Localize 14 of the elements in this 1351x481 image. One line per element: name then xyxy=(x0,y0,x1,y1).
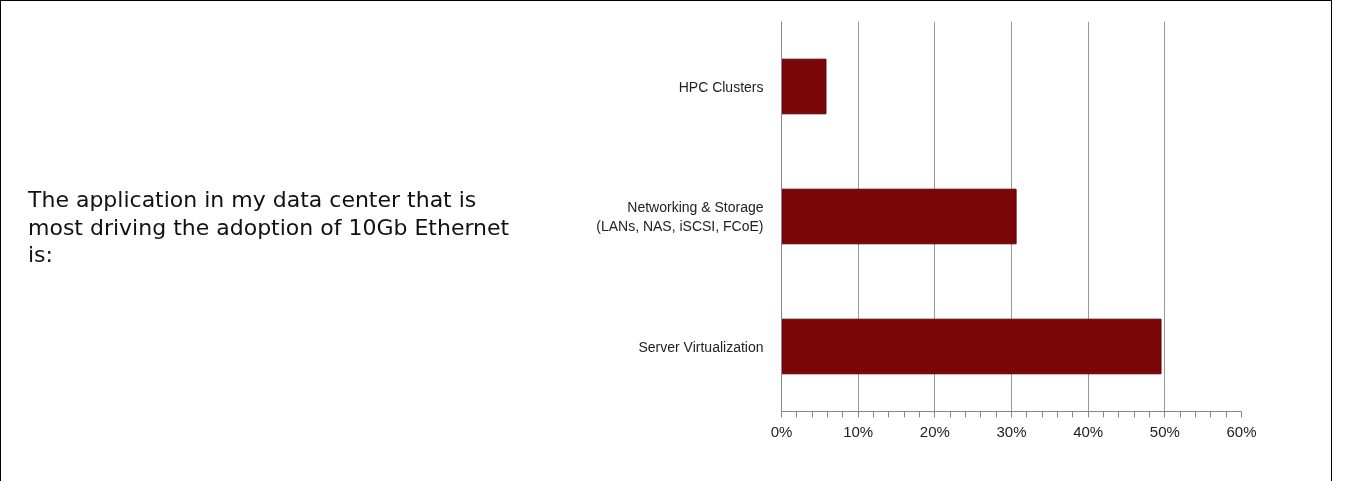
y-tick-label: Networking & Storage (LANs, NAS, iSCSI, FCoE) xyxy=(596,198,764,235)
y-tick-label: Server Virtualization xyxy=(638,338,764,355)
bar xyxy=(781,188,1017,245)
x-tick-label: 40% xyxy=(1073,422,1104,440)
x-tick-label: 60% xyxy=(1226,422,1257,440)
bar xyxy=(781,58,827,115)
x-tick-label: 50% xyxy=(1149,422,1180,440)
x-tick-label: 20% xyxy=(919,422,950,440)
x-tick-label: 10% xyxy=(843,422,874,440)
y-tick-label: HPC Clusters xyxy=(678,78,764,95)
x-tick-label: 0% xyxy=(770,422,793,440)
bar xyxy=(781,318,1162,375)
x-tick-label: 30% xyxy=(996,422,1027,440)
text: The application in my data center that is most driving the adoption of 10Gb Ethernet is: xyxy=(28,186,511,269)
